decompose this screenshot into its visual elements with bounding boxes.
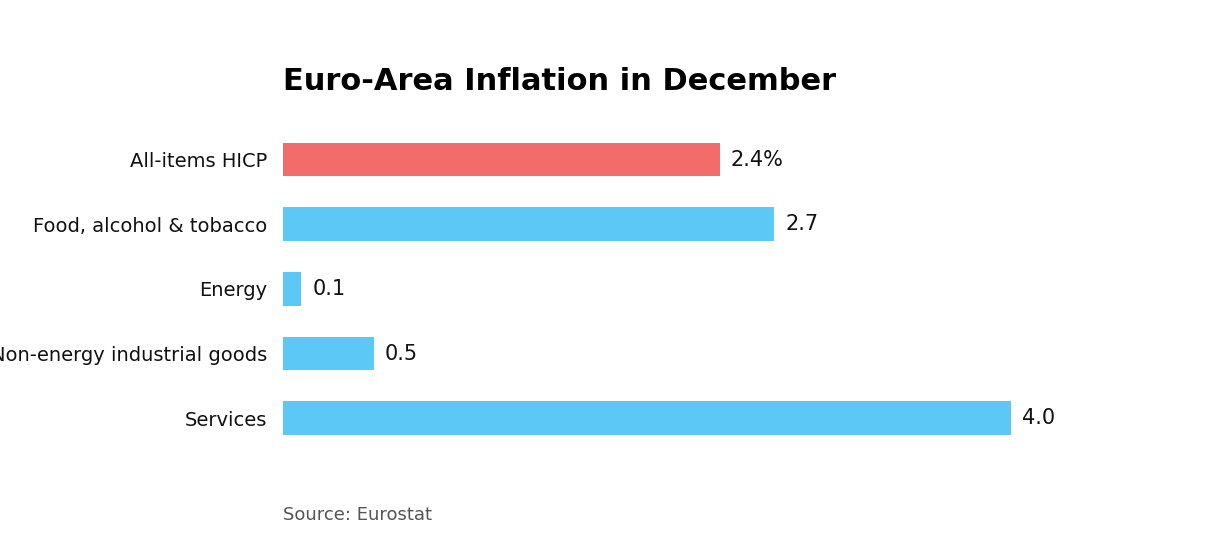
Text: 2.4%: 2.4% xyxy=(731,150,784,170)
Bar xyxy=(283,401,1011,435)
Text: 2.7: 2.7 xyxy=(785,215,819,234)
Bar xyxy=(283,143,720,177)
Text: 0.5: 0.5 xyxy=(385,343,419,363)
Text: 0.1: 0.1 xyxy=(313,279,346,299)
Text: Euro-Area Inflation in December: Euro-Area Inflation in December xyxy=(283,67,836,96)
Text: Source: Eurostat: Source: Eurostat xyxy=(283,506,432,524)
Bar xyxy=(283,272,302,305)
Text: 4.0: 4.0 xyxy=(1022,408,1055,428)
Bar xyxy=(283,208,774,241)
Bar xyxy=(283,337,374,370)
